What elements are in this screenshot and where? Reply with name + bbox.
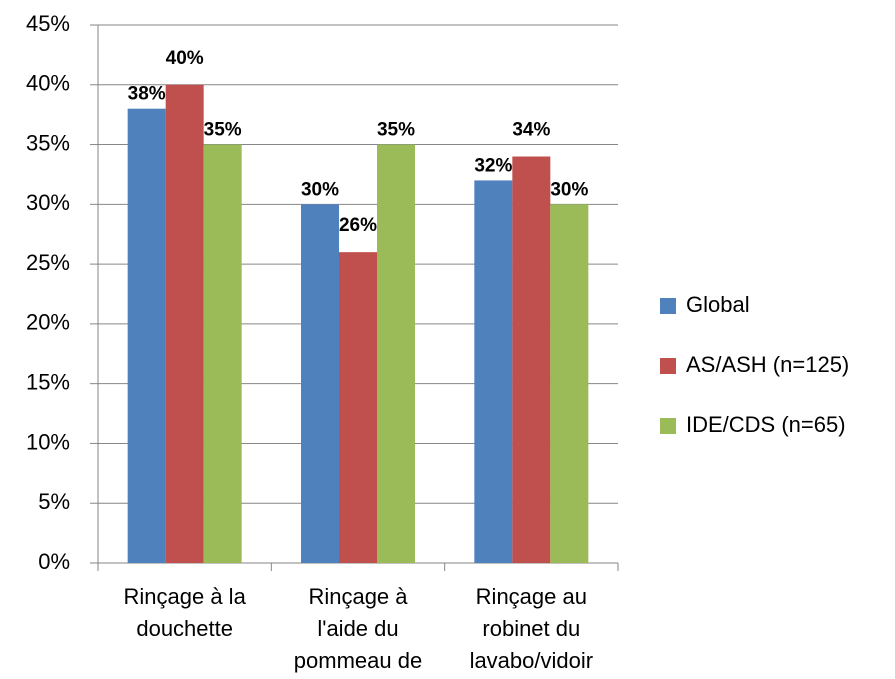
value-label: 35% (377, 120, 415, 141)
bar (339, 252, 377, 563)
bar (550, 204, 589, 564)
y-tick-label: 5% (38, 489, 70, 514)
value-label: 34% (512, 120, 550, 141)
y-tick-label: 20% (26, 310, 70, 335)
legend-label: AS/ASH (n=125) (686, 352, 849, 377)
bar (474, 180, 513, 563)
y-tick-label: 25% (26, 250, 70, 275)
bar (377, 144, 415, 564)
value-label: 26% (339, 215, 377, 236)
bar (165, 84, 204, 564)
x-tick-label: Rinçage à l'aide du pommeau de (294, 584, 422, 673)
bar (512, 156, 551, 563)
y-tick-label: 30% (26, 190, 70, 215)
legend-label: IDE/CDS (n=65) (686, 412, 846, 437)
legend-swatch (660, 358, 676, 374)
bar (301, 204, 339, 564)
legend-swatch (660, 418, 676, 434)
y-tick-label: 40% (26, 71, 70, 96)
value-label: 30% (550, 179, 588, 200)
value-label: 40% (166, 48, 204, 69)
x-tick-label: Rinçage au robinet du lavabo/vidoir (470, 584, 594, 673)
y-tick-label: 10% (26, 429, 70, 454)
legend-label: Global (686, 292, 750, 317)
value-label: 30% (301, 179, 339, 200)
y-tick-label: 0% (38, 549, 70, 574)
bar (127, 108, 166, 563)
y-tick-label: 15% (26, 369, 70, 394)
value-label: 35% (204, 120, 242, 141)
legend-swatch (660, 298, 676, 314)
bar (203, 144, 242, 564)
x-tick-label: Rinçage à la douchette (124, 584, 247, 641)
value-label: 38% (128, 84, 166, 105)
y-tick-label: 45% (26, 11, 70, 36)
value-label: 32% (474, 155, 512, 176)
y-tick-label: 35% (26, 130, 70, 155)
